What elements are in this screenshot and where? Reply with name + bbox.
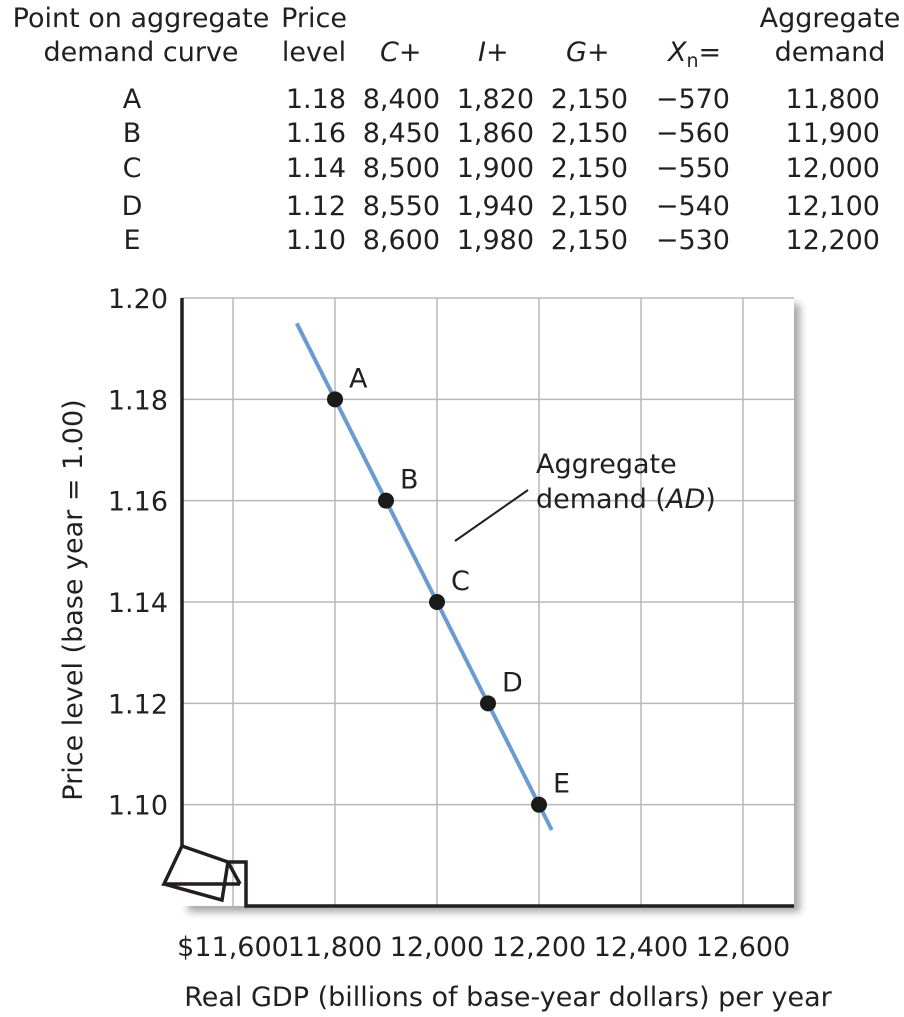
header-c: C+	[380, 37, 422, 68]
table-cell: 11,900	[785, 118, 880, 149]
header-ad-line2: demand	[774, 37, 886, 68]
y-tick-label: 1.14	[108, 588, 168, 619]
table-cell: 8,600	[362, 225, 440, 256]
ad-curve: A B C D E	[294, 322, 570, 831]
x-tick-label: 12,600	[696, 932, 790, 963]
x-tick-label: 12,200	[492, 932, 586, 963]
table-cell: −540	[655, 191, 730, 222]
table-cell: 12,200	[785, 225, 880, 256]
curve-annotation: Aggregate demand (AD)	[454, 449, 716, 542]
table-cell: 1.16	[285, 118, 346, 149]
table-cell: 1,940	[456, 191, 534, 222]
x-tick-label: 11,800	[288, 932, 382, 963]
header-g: G+	[566, 37, 610, 68]
table-cell: 2,150	[550, 118, 628, 149]
point-label: D	[502, 667, 523, 698]
data-point	[429, 594, 445, 610]
point-label: C	[451, 566, 470, 597]
table-cell: 8,500	[362, 153, 440, 184]
header-xn: Xn=	[668, 37, 722, 72]
x-tick-label: 12,400	[594, 932, 688, 963]
table-cell: 1.12	[285, 191, 346, 222]
axes	[161, 298, 794, 908]
table-cell: 8,550	[362, 191, 440, 222]
table-cell: 1,900	[456, 153, 534, 184]
data-point	[378, 492, 394, 509]
annotation-text: demand (	[536, 484, 666, 515]
table-cell: 1.10	[285, 225, 346, 256]
table-cell: 8,450	[362, 118, 440, 149]
table-cell: A	[122, 84, 142, 115]
point-label: B	[400, 465, 419, 496]
table-cell: 2,150	[550, 153, 628, 184]
table-cell: 1,980	[456, 225, 534, 256]
y-axis-line	[161, 298, 240, 886]
table-cell: −550	[655, 153, 730, 184]
y-tick-label: 1.18	[108, 385, 168, 416]
y-tick-label: 1.20	[108, 284, 168, 315]
annotation-line2: demand (AD)	[536, 484, 716, 515]
axis-break-mark	[163, 861, 230, 903]
y-tick-label: 1.16	[108, 487, 168, 518]
table-cell: 12,100	[785, 191, 880, 222]
x-tick-label: $11,600	[177, 932, 289, 963]
point-label: A	[349, 363, 368, 394]
table-cell: D	[121, 191, 143, 222]
x-axis-line	[228, 860, 794, 908]
annotation-end: )	[705, 484, 716, 515]
x-tick-label: 12,000	[390, 932, 484, 963]
y-axis-label: Price level (base year = 1.00)	[58, 399, 89, 800]
table-cell: 1,820	[456, 84, 534, 115]
annotation-leader-line	[454, 489, 529, 542]
header-point-line1: Point on aggregate	[12, 3, 270, 34]
x-axis-label: Real GDP (billions of base-year dollars)…	[184, 982, 832, 1013]
table-cell: −560	[655, 118, 730, 149]
table-cell: 1.18	[285, 84, 346, 115]
table-cell: −530	[655, 225, 730, 256]
table-cell: B	[122, 118, 142, 149]
header-price-line1: Price	[281, 3, 347, 34]
header-ad-line1: Aggregate	[759, 3, 901, 34]
table-cell: 1.14	[285, 153, 346, 184]
annotation-italic: AD	[664, 484, 705, 515]
y-tick-label: 1.10	[108, 791, 168, 822]
ad-line	[294, 322, 554, 831]
data-point	[327, 391, 343, 408]
table-cell: 12,000	[785, 153, 880, 184]
table-cell: 2,150	[550, 225, 628, 256]
table-cell: 2,150	[550, 191, 628, 222]
table-cell: 2,150	[550, 84, 628, 115]
header-point-line2: demand curve	[43, 37, 239, 68]
table-cell: −570	[655, 84, 730, 115]
data-point	[480, 695, 496, 712]
data-point	[531, 796, 547, 813]
header-i: I+	[478, 37, 509, 68]
table-cell: C	[122, 153, 142, 184]
table-cell: 8,400	[362, 84, 440, 115]
table-cell: 11,800	[785, 84, 880, 115]
point-label: E	[553, 769, 570, 800]
table-cell: 1,860	[456, 118, 534, 149]
table-cell: E	[123, 225, 141, 256]
y-tick-label: 1.12	[108, 689, 168, 720]
header-price-line2: level	[281, 37, 347, 68]
annotation-line1: Aggregate	[536, 449, 677, 480]
